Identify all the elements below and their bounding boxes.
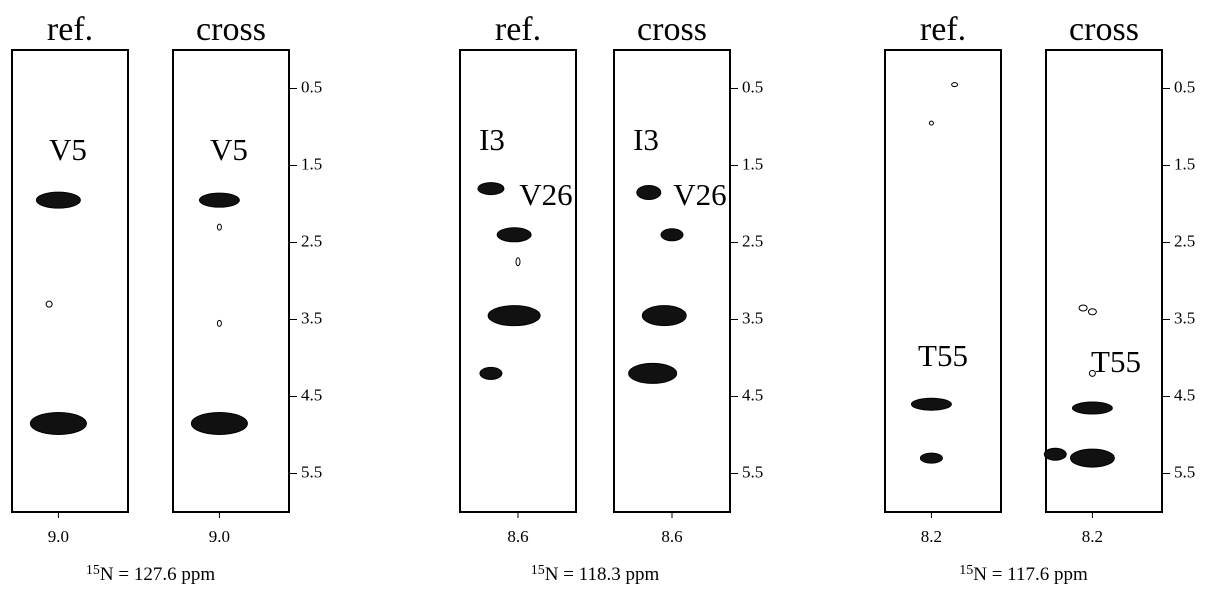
- peak: [637, 185, 661, 199]
- panel-title: cross: [1069, 11, 1139, 48]
- panel-frame: [460, 50, 576, 512]
- y-tick-label: 3.5: [301, 308, 322, 327]
- y-tick-label: 5.5: [1174, 462, 1195, 481]
- isotope: 15: [959, 563, 973, 578]
- y-tick-label: 1.5: [1174, 154, 1195, 173]
- x-tick-label: 8.6: [661, 527, 682, 546]
- peak: [36, 192, 80, 208]
- y-tick-label: 0.5: [742, 77, 763, 96]
- y-tick-label: 5.5: [301, 462, 322, 481]
- panel-title: ref.: [920, 11, 966, 48]
- y-tick-label: 5.5: [742, 462, 763, 481]
- peak: [661, 229, 683, 241]
- x-tick-label: 8.6: [507, 527, 528, 546]
- panel-frame: [173, 50, 289, 512]
- x-tick-label: 9.0: [48, 527, 69, 546]
- peak: [199, 193, 239, 207]
- panel-frame: [12, 50, 128, 512]
- peak-label: V26: [673, 177, 726, 212]
- caption: 15N = 118.3 ppm: [531, 563, 660, 585]
- y-tick-label: 3.5: [742, 308, 763, 327]
- peak: [488, 306, 540, 326]
- y-tick-label: 4.5: [742, 385, 763, 404]
- figure: ref.V59.0crossV59.00.51.52.53.54.55.515N…: [0, 0, 1213, 590]
- peak-label: V5: [49, 132, 87, 167]
- peak: [1088, 309, 1096, 315]
- caption-text: N = 127.6 ppm: [100, 564, 215, 585]
- caption-text: N = 118.3 ppm: [545, 564, 660, 585]
- peak: [629, 363, 677, 383]
- y-tick-label: 3.5: [1174, 308, 1195, 327]
- peak: [46, 301, 52, 307]
- peak-label: T55: [918, 338, 968, 373]
- panel-title: ref.: [495, 11, 541, 48]
- panel-frame: [614, 50, 730, 512]
- panel-title: cross: [196, 11, 266, 48]
- y-tick-label: 1.5: [301, 154, 322, 173]
- peak-label: I3: [479, 122, 505, 157]
- peak: [217, 224, 221, 230]
- peak-label: V26: [519, 177, 572, 212]
- x-tick-label: 9.0: [209, 527, 230, 546]
- panel-title: cross: [637, 11, 707, 48]
- isotope: 15: [86, 563, 100, 578]
- y-tick-label: 0.5: [301, 77, 322, 96]
- isotope: 15: [531, 563, 545, 578]
- y-tick-label: 1.5: [742, 154, 763, 173]
- peak: [497, 228, 531, 242]
- caption: 15N = 117.6 ppm: [959, 563, 1088, 585]
- peak: [191, 412, 247, 434]
- peak-label: V5: [210, 132, 248, 167]
- peak: [920, 453, 942, 463]
- peak: [1070, 449, 1114, 467]
- y-tick-label: 4.5: [301, 385, 322, 404]
- peak: [911, 398, 951, 410]
- y-tick-label: 2.5: [742, 231, 763, 250]
- panel-frame: [885, 50, 1001, 512]
- x-tick-label: 8.2: [1082, 527, 1103, 546]
- peak: [217, 320, 221, 326]
- peak: [478, 183, 504, 195]
- y-tick-label: 2.5: [301, 231, 322, 250]
- peak: [929, 121, 933, 125]
- peak: [480, 367, 502, 379]
- peak: [1072, 402, 1112, 414]
- y-tick-label: 2.5: [1174, 231, 1195, 250]
- y-tick-label: 0.5: [1174, 77, 1195, 96]
- y-tick-label: 4.5: [1174, 385, 1195, 404]
- peak: [642, 306, 686, 326]
- peak: [516, 258, 520, 266]
- panel-title: ref.: [47, 11, 93, 48]
- peak-label: T55: [1091, 344, 1141, 379]
- caption: 15N = 127.6 ppm: [86, 563, 215, 585]
- peak: [1044, 448, 1066, 460]
- caption-text: N = 117.6 ppm: [973, 564, 1088, 585]
- panel-frame: [1046, 50, 1162, 512]
- peak: [952, 83, 958, 87]
- peak: [30, 412, 86, 434]
- peak: [1079, 305, 1087, 311]
- peak-label: I3: [633, 122, 659, 157]
- x-tick-label: 8.2: [921, 527, 942, 546]
